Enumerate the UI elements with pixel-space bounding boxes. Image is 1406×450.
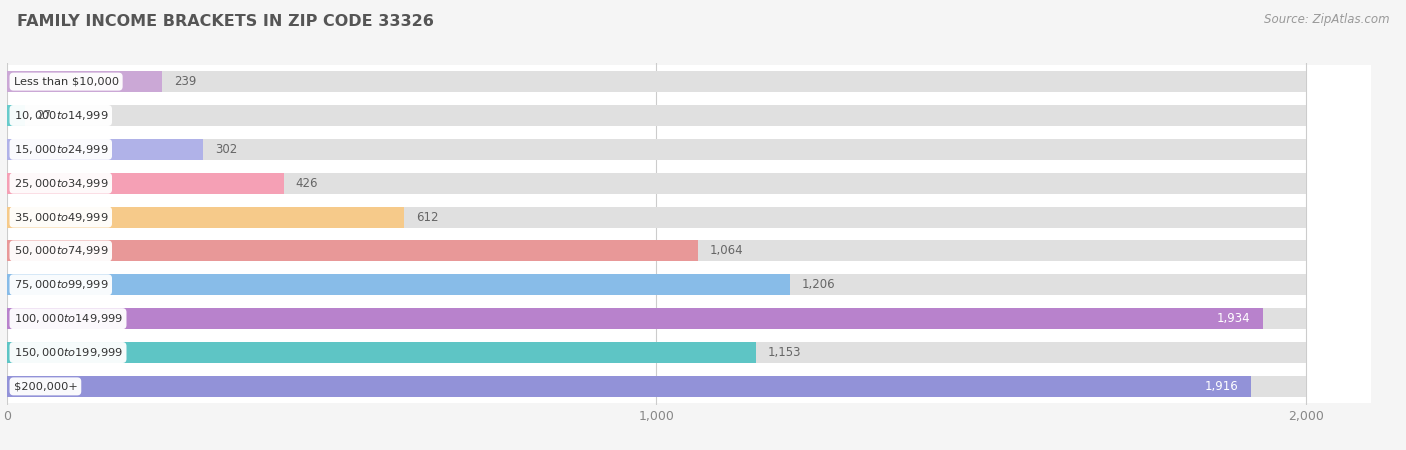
Text: 239: 239 (174, 75, 197, 88)
Bar (7, 207, 1306, 228)
Bar (0, 302, 1403, 336)
Bar (7, 207, 405, 228)
Bar (7, 139, 1306, 160)
Bar (0, 166, 1403, 200)
Bar (0, 336, 1403, 369)
Bar (7, 240, 1306, 261)
Bar (7, 173, 284, 194)
Bar (0, 268, 1403, 302)
Text: $35,000 to $49,999: $35,000 to $49,999 (14, 211, 108, 224)
Text: 1,934: 1,934 (1216, 312, 1250, 325)
Bar (7, 274, 1306, 295)
Bar (7, 105, 24, 126)
Bar (0, 65, 1403, 99)
Bar (7, 342, 1306, 363)
Text: 1,064: 1,064 (710, 244, 744, 257)
Bar (7, 342, 756, 363)
Bar (0, 234, 1403, 268)
Bar (7, 376, 1306, 397)
Text: 1,206: 1,206 (801, 278, 835, 291)
Text: 612: 612 (416, 211, 439, 224)
Bar (7, 71, 1306, 92)
Text: FAMILY INCOME BRACKETS IN ZIP CODE 33326: FAMILY INCOME BRACKETS IN ZIP CODE 33326 (17, 14, 433, 28)
Text: $100,000 to $149,999: $100,000 to $149,999 (14, 312, 122, 325)
Bar (0, 200, 1403, 234)
Text: 426: 426 (295, 177, 318, 190)
Text: Less than $10,000: Less than $10,000 (14, 76, 118, 86)
Text: $200,000+: $200,000+ (14, 382, 77, 392)
Text: $15,000 to $24,999: $15,000 to $24,999 (14, 143, 108, 156)
Bar (7, 139, 202, 160)
Bar (0, 369, 1403, 403)
Bar (7, 274, 790, 295)
Text: Source: ZipAtlas.com: Source: ZipAtlas.com (1264, 14, 1389, 27)
Text: 302: 302 (215, 143, 238, 156)
Bar (7, 105, 1306, 126)
Text: $25,000 to $34,999: $25,000 to $34,999 (14, 177, 108, 190)
Text: 1,153: 1,153 (768, 346, 801, 359)
Bar (0, 132, 1403, 166)
Bar (7, 308, 1306, 329)
Text: $50,000 to $74,999: $50,000 to $74,999 (14, 244, 108, 257)
Text: 27: 27 (37, 109, 51, 122)
Bar (7, 173, 1306, 194)
Bar (0, 99, 1403, 132)
Bar (7, 240, 697, 261)
Bar (7, 71, 162, 92)
Bar (7, 308, 1263, 329)
Bar (7, 376, 1251, 397)
Text: $75,000 to $99,999: $75,000 to $99,999 (14, 278, 108, 291)
Text: 1,916: 1,916 (1205, 380, 1239, 393)
Text: $10,000 to $14,999: $10,000 to $14,999 (14, 109, 108, 122)
Text: $150,000 to $199,999: $150,000 to $199,999 (14, 346, 122, 359)
